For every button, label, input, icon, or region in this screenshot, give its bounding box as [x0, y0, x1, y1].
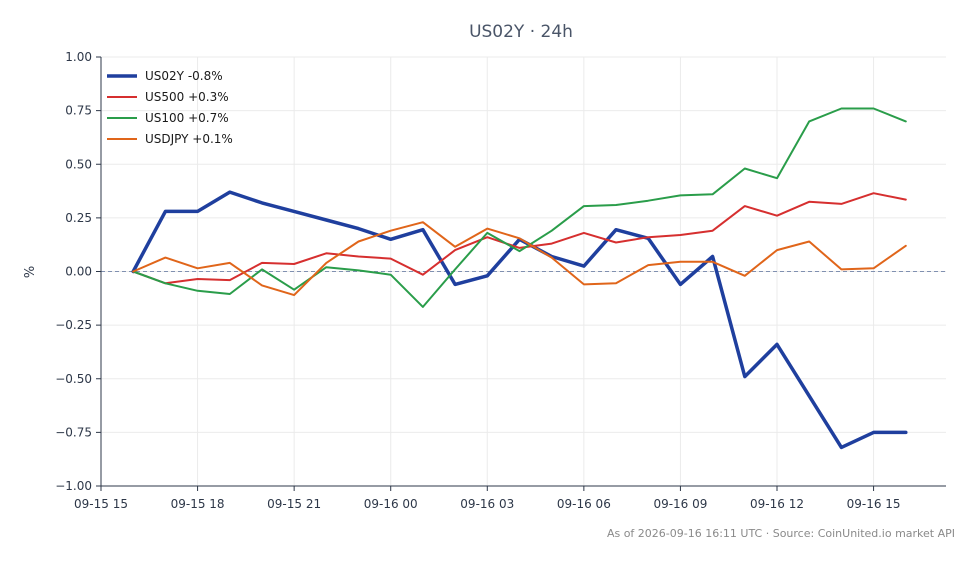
y-tick-label: 0.75: [65, 104, 92, 118]
y-tick-label: 0.00: [65, 265, 92, 279]
legend-label: USDJPY +0.1%: [145, 132, 233, 146]
x-tick-label: 09-16 03: [460, 497, 514, 511]
x-tick-label: 09-16 15: [847, 497, 901, 511]
series-line-0: [131, 190, 908, 450]
legend-label: US02Y -0.8%: [145, 69, 223, 83]
series-lines: [131, 107, 908, 450]
x-tick-label: 09-15 18: [171, 497, 225, 511]
y-tick-label: −1.00: [55, 479, 92, 493]
legend-label: US100 +0.7%: [145, 111, 229, 125]
x-tick-label: 09-16 06: [557, 497, 611, 511]
y-axis-label: %: [23, 266, 38, 278]
y-tick-label: −0.25: [55, 318, 92, 332]
y-tick-label: −0.75: [55, 425, 92, 439]
series-line-1: [132, 192, 907, 285]
chart-title: US02Y · 24h: [469, 22, 573, 42]
x-tick-label: 09-15 15: [74, 497, 128, 511]
legend: US02Y -0.8% US500 +0.3% US100 +0.7% USDJPY …: [107, 69, 233, 146]
legend-label: US500 +0.3%: [145, 90, 229, 104]
x-tick-label: 09-16 12: [750, 497, 804, 511]
y-tick-label: 0.50: [65, 157, 92, 171]
x-tick-label: 09-16 09: [653, 497, 707, 511]
x-tick-label: 09-16 00: [364, 497, 418, 511]
axes: 1.00 0.75 0.50 0.25 0.00 −0.25 −0.50 −0.75 −1.00…: [55, 50, 946, 511]
series-line-3: [132, 221, 907, 297]
y-tick-label: 1.00: [65, 50, 92, 64]
y-tick-label: 0.25: [65, 211, 92, 225]
footer-source: As of 2026-09-16 16:11 UTC · Source: Coi…: [607, 527, 955, 540]
x-tick-label: 09-15 21: [267, 497, 321, 511]
series-line-2: [132, 107, 907, 308]
y-tick-label: −0.50: [55, 372, 92, 386]
